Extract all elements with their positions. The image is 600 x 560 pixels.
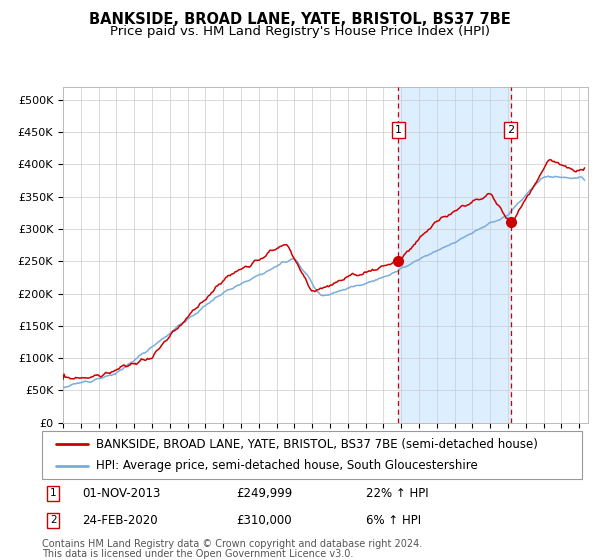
Text: HPI: Average price, semi-detached house, South Gloucestershire: HPI: Average price, semi-detached house,…: [96, 459, 478, 473]
Text: 6% ↑ HPI: 6% ↑ HPI: [366, 514, 421, 527]
Text: BANKSIDE, BROAD LANE, YATE, BRISTOL, BS37 7BE: BANKSIDE, BROAD LANE, YATE, BRISTOL, BS3…: [89, 12, 511, 27]
Text: £310,000: £310,000: [236, 514, 292, 527]
Text: Contains HM Land Registry data © Crown copyright and database right 2024.: Contains HM Land Registry data © Crown c…: [42, 539, 422, 549]
Text: Price paid vs. HM Land Registry's House Price Index (HPI): Price paid vs. HM Land Registry's House …: [110, 25, 490, 38]
Text: 1: 1: [50, 488, 57, 498]
Text: 2: 2: [50, 515, 57, 525]
Text: 01-NOV-2013: 01-NOV-2013: [83, 487, 161, 500]
Bar: [398, 87, 511, 423]
Text: 24-FEB-2020: 24-FEB-2020: [83, 514, 158, 527]
FancyBboxPatch shape: [42, 431, 582, 479]
Text: BANKSIDE, BROAD LANE, YATE, BRISTOL, BS37 7BE (semi-detached house): BANKSIDE, BROAD LANE, YATE, BRISTOL, BS3…: [96, 437, 538, 451]
Text: £249,999: £249,999: [236, 487, 293, 500]
Text: This data is licensed under the Open Government Licence v3.0.: This data is licensed under the Open Gov…: [42, 549, 353, 559]
Text: 2: 2: [507, 125, 514, 135]
Text: 22% ↑ HPI: 22% ↑ HPI: [366, 487, 428, 500]
Text: 1: 1: [395, 125, 401, 135]
